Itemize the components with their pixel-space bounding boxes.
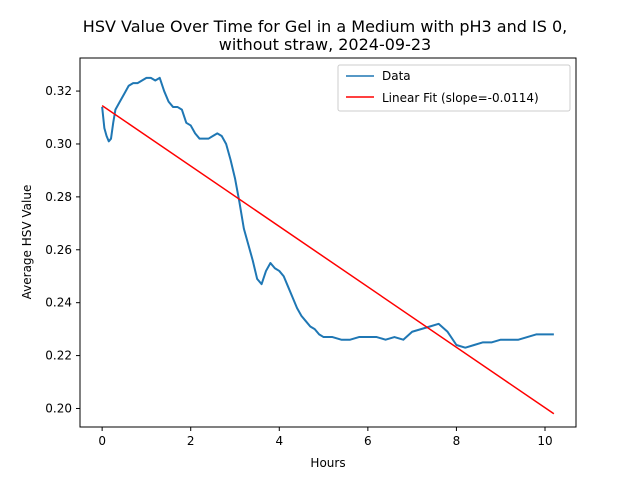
- chart-title-line-1: HSV Value Over Time for Gel in a Medium …: [83, 17, 567, 36]
- plot-frame: [79, 57, 577, 428]
- chart-title-line-2: without straw, 2024-09-23: [219, 35, 431, 54]
- legend-label-fit: Linear Fit (slope=-0.0114): [382, 91, 539, 105]
- x-axis-label: Hours: [310, 456, 345, 470]
- y-tick-label: 0.20: [45, 401, 72, 415]
- y-tick-label: 0.32: [45, 84, 72, 98]
- y-tick-label: 0.30: [45, 137, 72, 151]
- plot-area: [101, 76, 555, 415]
- x-axis: 0 2 4 6 8 10: [98, 427, 553, 448]
- y-tick-label: 0.26: [45, 243, 72, 257]
- series-line-data: [101, 76, 554, 349]
- y-tick-label: 0.24: [45, 296, 72, 310]
- legend: Data Linear Fit (slope=-0.0114): [337, 64, 571, 112]
- legend-box: [337, 64, 571, 112]
- x-tick-label: 8: [453, 434, 461, 448]
- y-axis: 0.20 0.22 0.24 0.26 0.28 0.30 0.32: [45, 84, 80, 415]
- x-tick-label: 2: [187, 434, 195, 448]
- y-tick-label: 0.22: [45, 349, 72, 363]
- x-tick-label: 10: [537, 434, 552, 448]
- x-tick-label: 4: [275, 434, 283, 448]
- x-tick-label: 0: [98, 434, 106, 448]
- legend-label-data: Data: [382, 69, 411, 83]
- series-line-linear-fit: [101, 104, 555, 415]
- y-tick-label: 0.28: [45, 190, 72, 204]
- y-axis-label: Average HSV Value: [20, 185, 34, 300]
- x-tick-label: 6: [364, 434, 372, 448]
